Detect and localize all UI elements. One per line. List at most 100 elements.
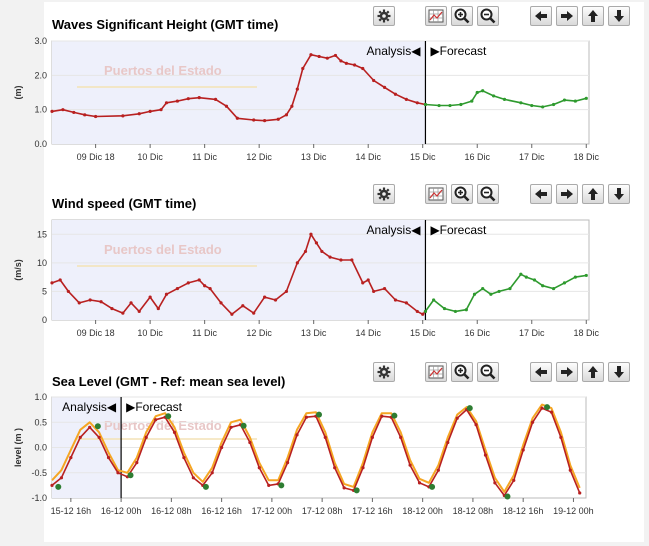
extreme-marker [94, 423, 101, 430]
data-point [110, 306, 114, 311]
data-point [497, 289, 501, 294]
y-tick-label: 10 [37, 258, 47, 268]
data-point [50, 281, 54, 285]
x-tick-label: 17-12 08h [302, 506, 343, 516]
grid-button[interactable] [425, 6, 447, 26]
zoom-in-icon [454, 364, 470, 380]
data-point [350, 258, 354, 262]
arrow-down-button[interactable] [608, 362, 630, 382]
grid-button[interactable] [425, 362, 447, 382]
wind-plot[interactable]: Puertos del Estado 0 5 10 15 (m/s) 09 Dic 18 10… [0, 178, 649, 356]
gear-button[interactable] [373, 6, 395, 26]
arrow-left-button[interactable] [530, 184, 552, 204]
arrow-up-icon [588, 188, 598, 200]
arrow-down-icon [614, 188, 624, 200]
data-point [481, 89, 485, 93]
zoom-out-button[interactable] [477, 6, 499, 26]
grid-button[interactable] [425, 184, 447, 204]
data-point [148, 109, 152, 113]
gear-button[interactable] [373, 184, 395, 204]
data-point [366, 278, 370, 282]
arrow-up-icon [588, 366, 598, 378]
gear-button[interactable] [373, 362, 395, 382]
data-point [541, 105, 545, 109]
y-tick-label: 0 [42, 315, 47, 325]
arrow-up-button[interactable] [582, 184, 604, 204]
data-point [301, 66, 305, 71]
y-tick-label: 15 [37, 229, 47, 239]
y-tick-label: 0.0 [34, 139, 47, 149]
data-point [344, 61, 348, 65]
data-point [219, 301, 223, 305]
x-tick-label: 14 Dic [355, 328, 381, 338]
x-tick-label: 13 Dic [301, 152, 327, 162]
data-point [408, 463, 412, 467]
data-point [446, 440, 450, 445]
data-point [352, 63, 357, 67]
data-point [417, 481, 422, 485]
arrow-right-icon [561, 367, 573, 377]
data-point [540, 406, 544, 410]
arrow-left-button[interactable] [530, 6, 552, 26]
data-point [519, 272, 523, 276]
analysis-series [51, 233, 426, 316]
data-point [502, 97, 507, 101]
arrow-left-button[interactable] [530, 362, 552, 382]
zoom-out-icon [480, 186, 496, 202]
arrow-right-button[interactable] [556, 362, 578, 382]
y-tick-label: 3.0 [34, 36, 47, 46]
analysis-label: Analysis◀ [367, 44, 422, 58]
x-tick-label: 16 Dic [464, 152, 490, 162]
data-point [393, 92, 398, 96]
data-point [372, 289, 376, 294]
x-tick-label: 12 Dic [246, 152, 272, 162]
arrow-down-button[interactable] [608, 6, 630, 26]
data-point [172, 430, 177, 434]
data-point [404, 97, 408, 101]
data-point [59, 476, 64, 480]
forecast-orange-series [51, 403, 581, 493]
arrow-down-button[interactable] [608, 184, 630, 204]
x-tick-label: 16-12 00h [101, 506, 142, 516]
data-point [415, 309, 419, 314]
data-point [137, 309, 141, 314]
data-point [437, 103, 441, 108]
x-tick-label: 18 Dic [574, 328, 600, 338]
data-point [213, 97, 218, 101]
arrow-right-button[interactable] [556, 6, 578, 26]
zoom-in-button[interactable] [451, 362, 473, 382]
data-point [197, 96, 201, 100]
data-point [83, 113, 87, 117]
series-group [50, 53, 588, 123]
data-point [220, 445, 224, 450]
data-point [568, 468, 572, 472]
y-tick-label: 0.5 [34, 417, 47, 427]
data-point [252, 311, 256, 315]
data-point [295, 261, 299, 265]
data-point [116, 471, 120, 475]
extreme-marker [353, 487, 360, 494]
sealevel-plot[interactable]: Puertos del Estado-1.0-0.50.00.51.0level… [0, 356, 649, 544]
arrow-right-button[interactable] [556, 184, 578, 204]
data-point [230, 312, 234, 316]
data-point [436, 468, 440, 472]
y-tick-label: 1.0 [34, 105, 47, 115]
data-point [361, 466, 365, 470]
extreme-marker [544, 404, 551, 411]
zoom-out-button[interactable] [477, 362, 499, 382]
watermark: Puertos del Estado [104, 63, 222, 78]
data-point [121, 311, 125, 315]
extreme-marker [55, 483, 62, 490]
waves-plot[interactable]: Puertos del Estado 0.0 1.0 2.0 3.0 (m) 09 Dic … [0, 0, 649, 178]
zoom-in-button[interactable] [451, 184, 473, 204]
data-point [182, 456, 186, 460]
x-tick-label: 17-12 16h [352, 506, 393, 516]
arrow-up-button[interactable] [582, 6, 604, 26]
data-point [229, 425, 233, 429]
extreme-marker [165, 413, 172, 420]
zoom-in-button[interactable] [451, 6, 473, 26]
data-point [483, 453, 488, 457]
data-point [164, 101, 169, 105]
zoom-out-button[interactable] [477, 184, 499, 204]
arrow-up-button[interactable] [582, 362, 604, 382]
